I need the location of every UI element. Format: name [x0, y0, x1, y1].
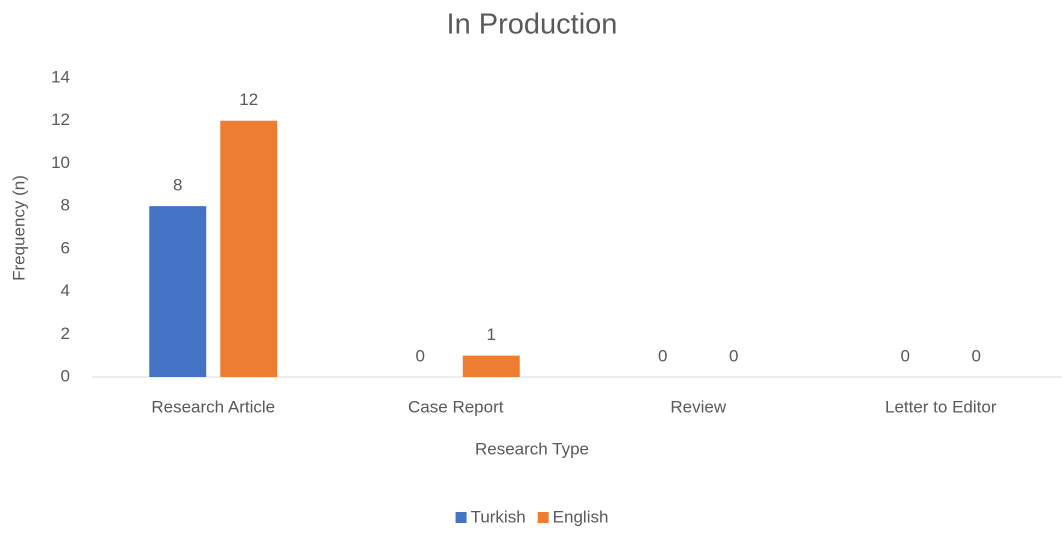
- y-tick-label: 2: [61, 324, 70, 343]
- x-tick-label: Case Report: [408, 397, 504, 416]
- bar: [220, 120, 278, 377]
- x-axis-label: Research Type: [475, 439, 589, 458]
- legend-label: Turkish: [471, 507, 526, 526]
- y-tick-label: 10: [51, 153, 70, 172]
- x-tick-label: Letter to Editor: [885, 397, 997, 416]
- x-tick-label: Research Article: [151, 397, 275, 416]
- data-label: 1: [487, 325, 496, 344]
- data-label: 0: [901, 346, 910, 365]
- data-label: 0: [416, 346, 425, 365]
- data-label: 0: [972, 346, 981, 365]
- data-label: 12: [239, 90, 258, 109]
- data-label: 8: [173, 176, 182, 195]
- y-axis-label: Frequency (n): [9, 175, 28, 281]
- bar: [149, 206, 207, 377]
- bar: [462, 355, 520, 377]
- x-tick-label: Review: [670, 397, 726, 416]
- data-label: 0: [658, 346, 667, 365]
- legend-swatch: [455, 512, 467, 523]
- legend-label: English: [553, 507, 609, 526]
- y-tick-label: 12: [51, 110, 70, 129]
- chart-title: In Production: [447, 9, 618, 41]
- y-tick-label: 14: [51, 67, 70, 86]
- data-label: 0: [729, 346, 738, 365]
- legend-swatch: [537, 512, 549, 523]
- y-tick-label: 6: [61, 238, 70, 257]
- y-tick-label: 0: [61, 366, 70, 385]
- y-tick-label: 8: [61, 196, 70, 215]
- y-tick-label: 4: [61, 281, 70, 300]
